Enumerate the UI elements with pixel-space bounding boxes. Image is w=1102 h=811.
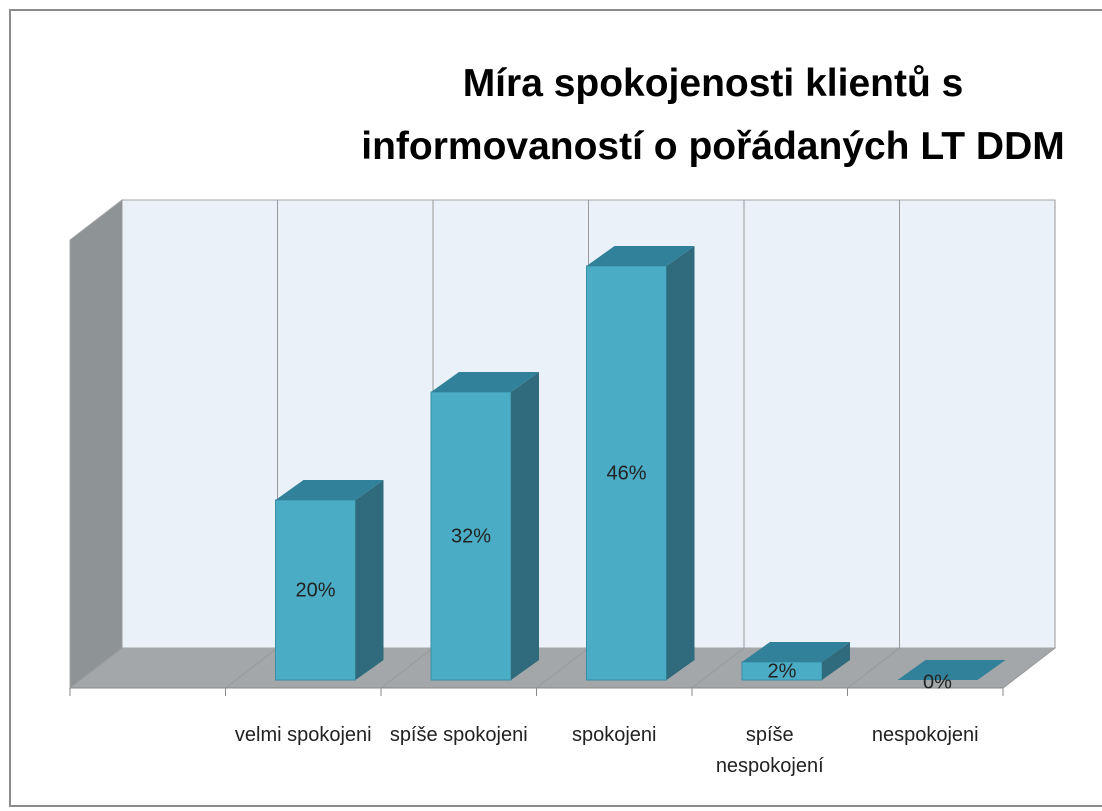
- floor-line: [69, 647, 123, 689]
- bar-top: [586, 246, 695, 266]
- x-tick-label: spíše spokojeni: [389, 724, 528, 746]
- chart-title: Míra spokojenosti klientů s informovanos…: [361, 62, 1065, 168]
- floor-line: [847, 647, 900, 689]
- x-tick-label: spíše nespokojení: [715, 724, 824, 777]
- bar: [275, 499, 356, 681]
- floor-line: [536, 647, 589, 689]
- bar-top: [897, 660, 1006, 680]
- data-label: 0%: [923, 671, 952, 693]
- data-label: 2%: [768, 660, 797, 682]
- bar-side: [666, 246, 695, 680]
- side-wall: [69, 198, 123, 690]
- data-label: 32%: [451, 525, 491, 547]
- x-tick-label: nespokojeni: [871, 724, 979, 746]
- floor-line: [225, 647, 278, 689]
- floor-line: [1002, 647, 1056, 689]
- bar-top: [431, 372, 539, 392]
- bar-top: [275, 480, 384, 500]
- bar: [586, 265, 667, 681]
- floor-line: [691, 647, 745, 689]
- x-tick-label: spokojeni: [571, 724, 657, 746]
- bar: [430, 391, 512, 681]
- x-tick-label: velmi spokojeni: [234, 724, 372, 746]
- bar-top: [742, 642, 850, 662]
- bar-side: [822, 642, 850, 680]
- bar-side: [355, 480, 384, 680]
- data-label: 20%: [295, 579, 335, 601]
- bar-side: [511, 372, 539, 680]
- chart-frame: [9, 9, 1102, 807]
- floor-line: [380, 647, 434, 689]
- data-label: 46%: [606, 462, 646, 484]
